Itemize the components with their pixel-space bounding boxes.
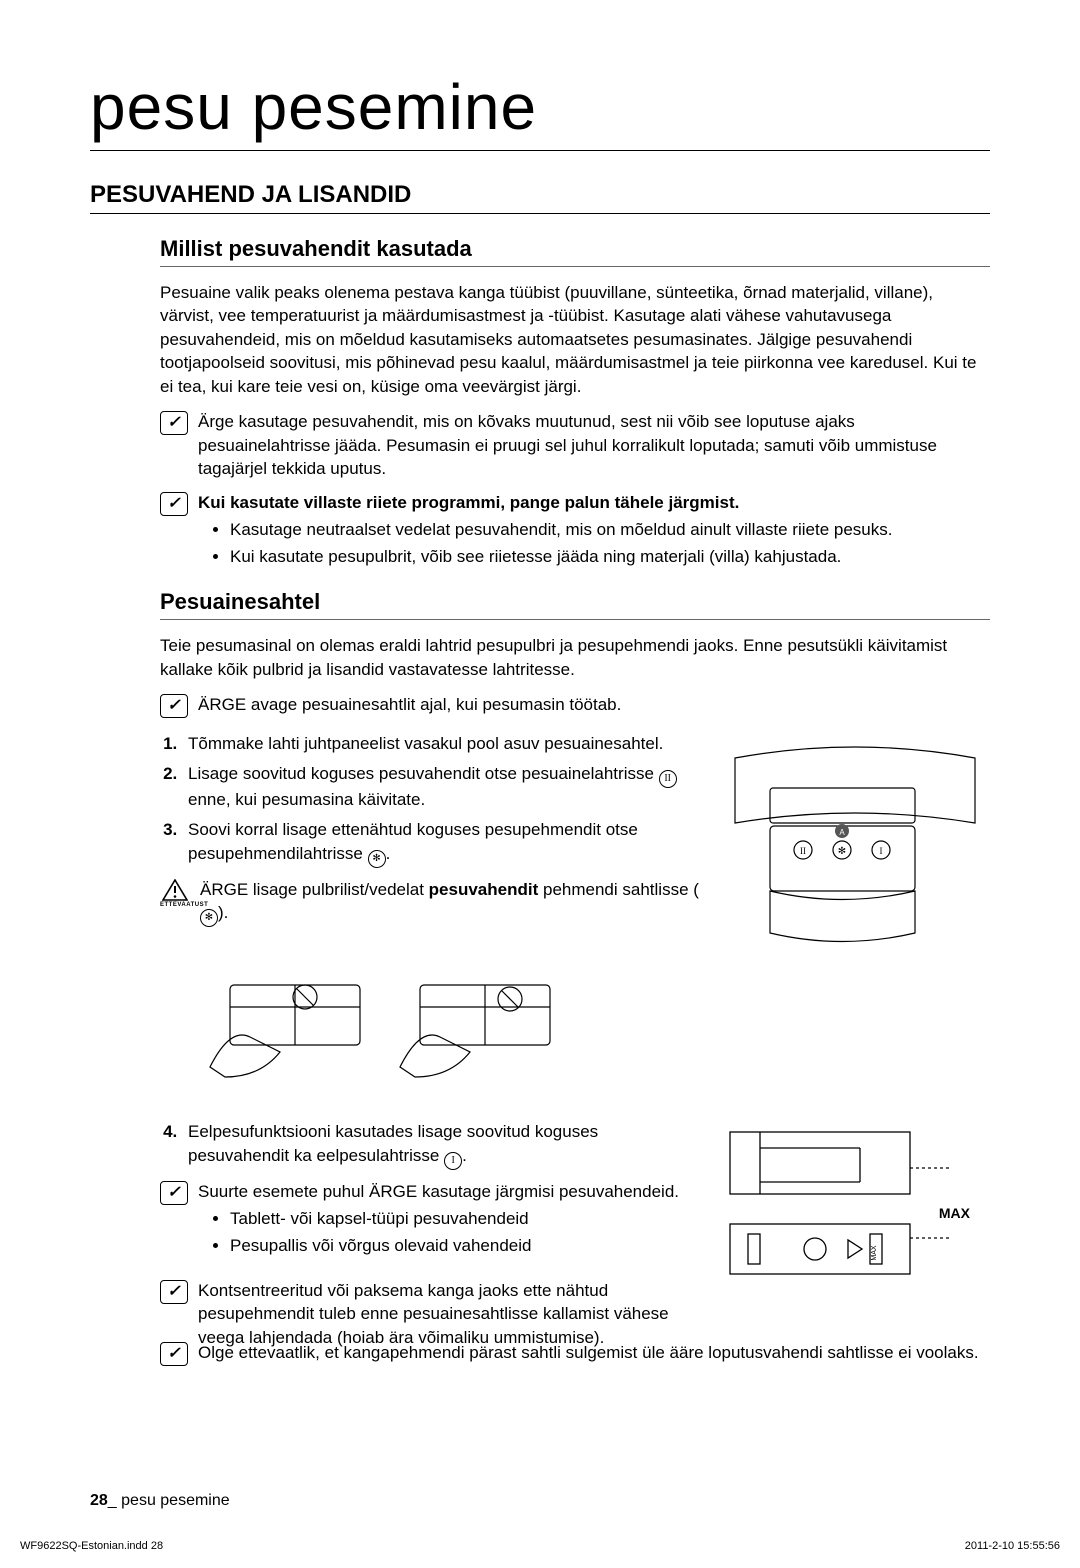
bullet-item: Kui kasutate pesupulbrit, võib see riiet… bbox=[230, 545, 892, 570]
note-icon: ✓ bbox=[160, 1342, 188, 1366]
sub2-paragraph: Teie pesumasinal on olemas eraldi lahtri… bbox=[160, 634, 990, 681]
step-item: Lisage soovitud koguses pesuvahendit ots… bbox=[182, 762, 700, 812]
note-text: Kontsentreeritud või paksema kanga jaoks… bbox=[198, 1279, 700, 1349]
step-item: Tõmmake lahti juhtpaneelist vasakul pool… bbox=[182, 732, 700, 756]
note-icon: ✓ bbox=[160, 411, 188, 435]
drawer-pour-illustration bbox=[190, 937, 700, 1102]
page-footer: 28_ pesu pesemine bbox=[90, 1492, 230, 1510]
bullet-item: Pesupallis või võrgus olevaid vahendeid bbox=[230, 1234, 679, 1259]
caution-text: ÄRGE lisage pulbrilist/vedelat pesuvahen… bbox=[200, 878, 700, 927]
page-main-title: pesu pesemine bbox=[90, 70, 990, 151]
svg-text:II: II bbox=[800, 846, 806, 856]
caution-icon: ETTEVAATUST bbox=[160, 879, 190, 909]
svg-text:A: A bbox=[839, 828, 845, 837]
note-icon: ✓ bbox=[160, 1280, 188, 1304]
max-label: MAX bbox=[720, 1205, 976, 1221]
svg-text:I: I bbox=[880, 846, 883, 856]
note-icon: ✓ bbox=[160, 492, 188, 516]
softener-icon: ✻ bbox=[368, 850, 386, 868]
bullet-item: Kasutage neutraalset vedelat pesuvahendi… bbox=[230, 518, 892, 543]
step-item: Eelpesufunktsiooni kasutades lisage soov… bbox=[182, 1120, 700, 1170]
compartment-2-icon: II bbox=[659, 770, 677, 788]
timestamp-label: 2011-2-10 15:55:56 bbox=[965, 1540, 1060, 1552]
note-icon: ✓ bbox=[160, 1181, 188, 1205]
compartment-1-icon: I bbox=[444, 1152, 462, 1170]
svg-text:MAX: MAX bbox=[871, 1245, 878, 1261]
step-item: Soovi korral lisage ettenähtud koguses p… bbox=[182, 818, 700, 868]
intro-paragraph: Pesuaine valik peaks olenema pestava kan… bbox=[160, 281, 990, 398]
note-text: Olge ettevaatlik, et kangapehmendi päras… bbox=[198, 1341, 979, 1364]
section-title: PESUVAHEND JA LISANDID bbox=[90, 181, 990, 214]
subsection-title-1: Millist pesuvahendit kasutada bbox=[160, 236, 990, 267]
note-text: Suurte esemete puhul ÄRGE kasutage järgm… bbox=[198, 1180, 679, 1203]
bullet-item: Tablett- või kapsel-tüüpi pesuvahendeid bbox=[230, 1207, 679, 1232]
source-file-label: WF9622SQ-Estonian.indd 28 bbox=[20, 1540, 163, 1552]
note-text: ÄRGE avage pesuainesahtlit ajal, kui pes… bbox=[198, 693, 621, 716]
subsection-title-2: Pesuainesahtel bbox=[160, 589, 990, 620]
softener-icon: ✻ bbox=[200, 909, 218, 927]
note-icon: ✓ bbox=[160, 694, 188, 718]
svg-text:✻: ✻ bbox=[838, 846, 846, 857]
max-level-diagram: MAX MAX bbox=[720, 1122, 970, 1313]
note-text-2-intro: Kui kasutate villaste riiete programmi, … bbox=[198, 493, 739, 512]
washer-drawer-diagram: II ✻ I A bbox=[720, 728, 990, 968]
note-text-1: Ärge kasutage pesuvahendit, mis on kõvak… bbox=[198, 410, 990, 480]
